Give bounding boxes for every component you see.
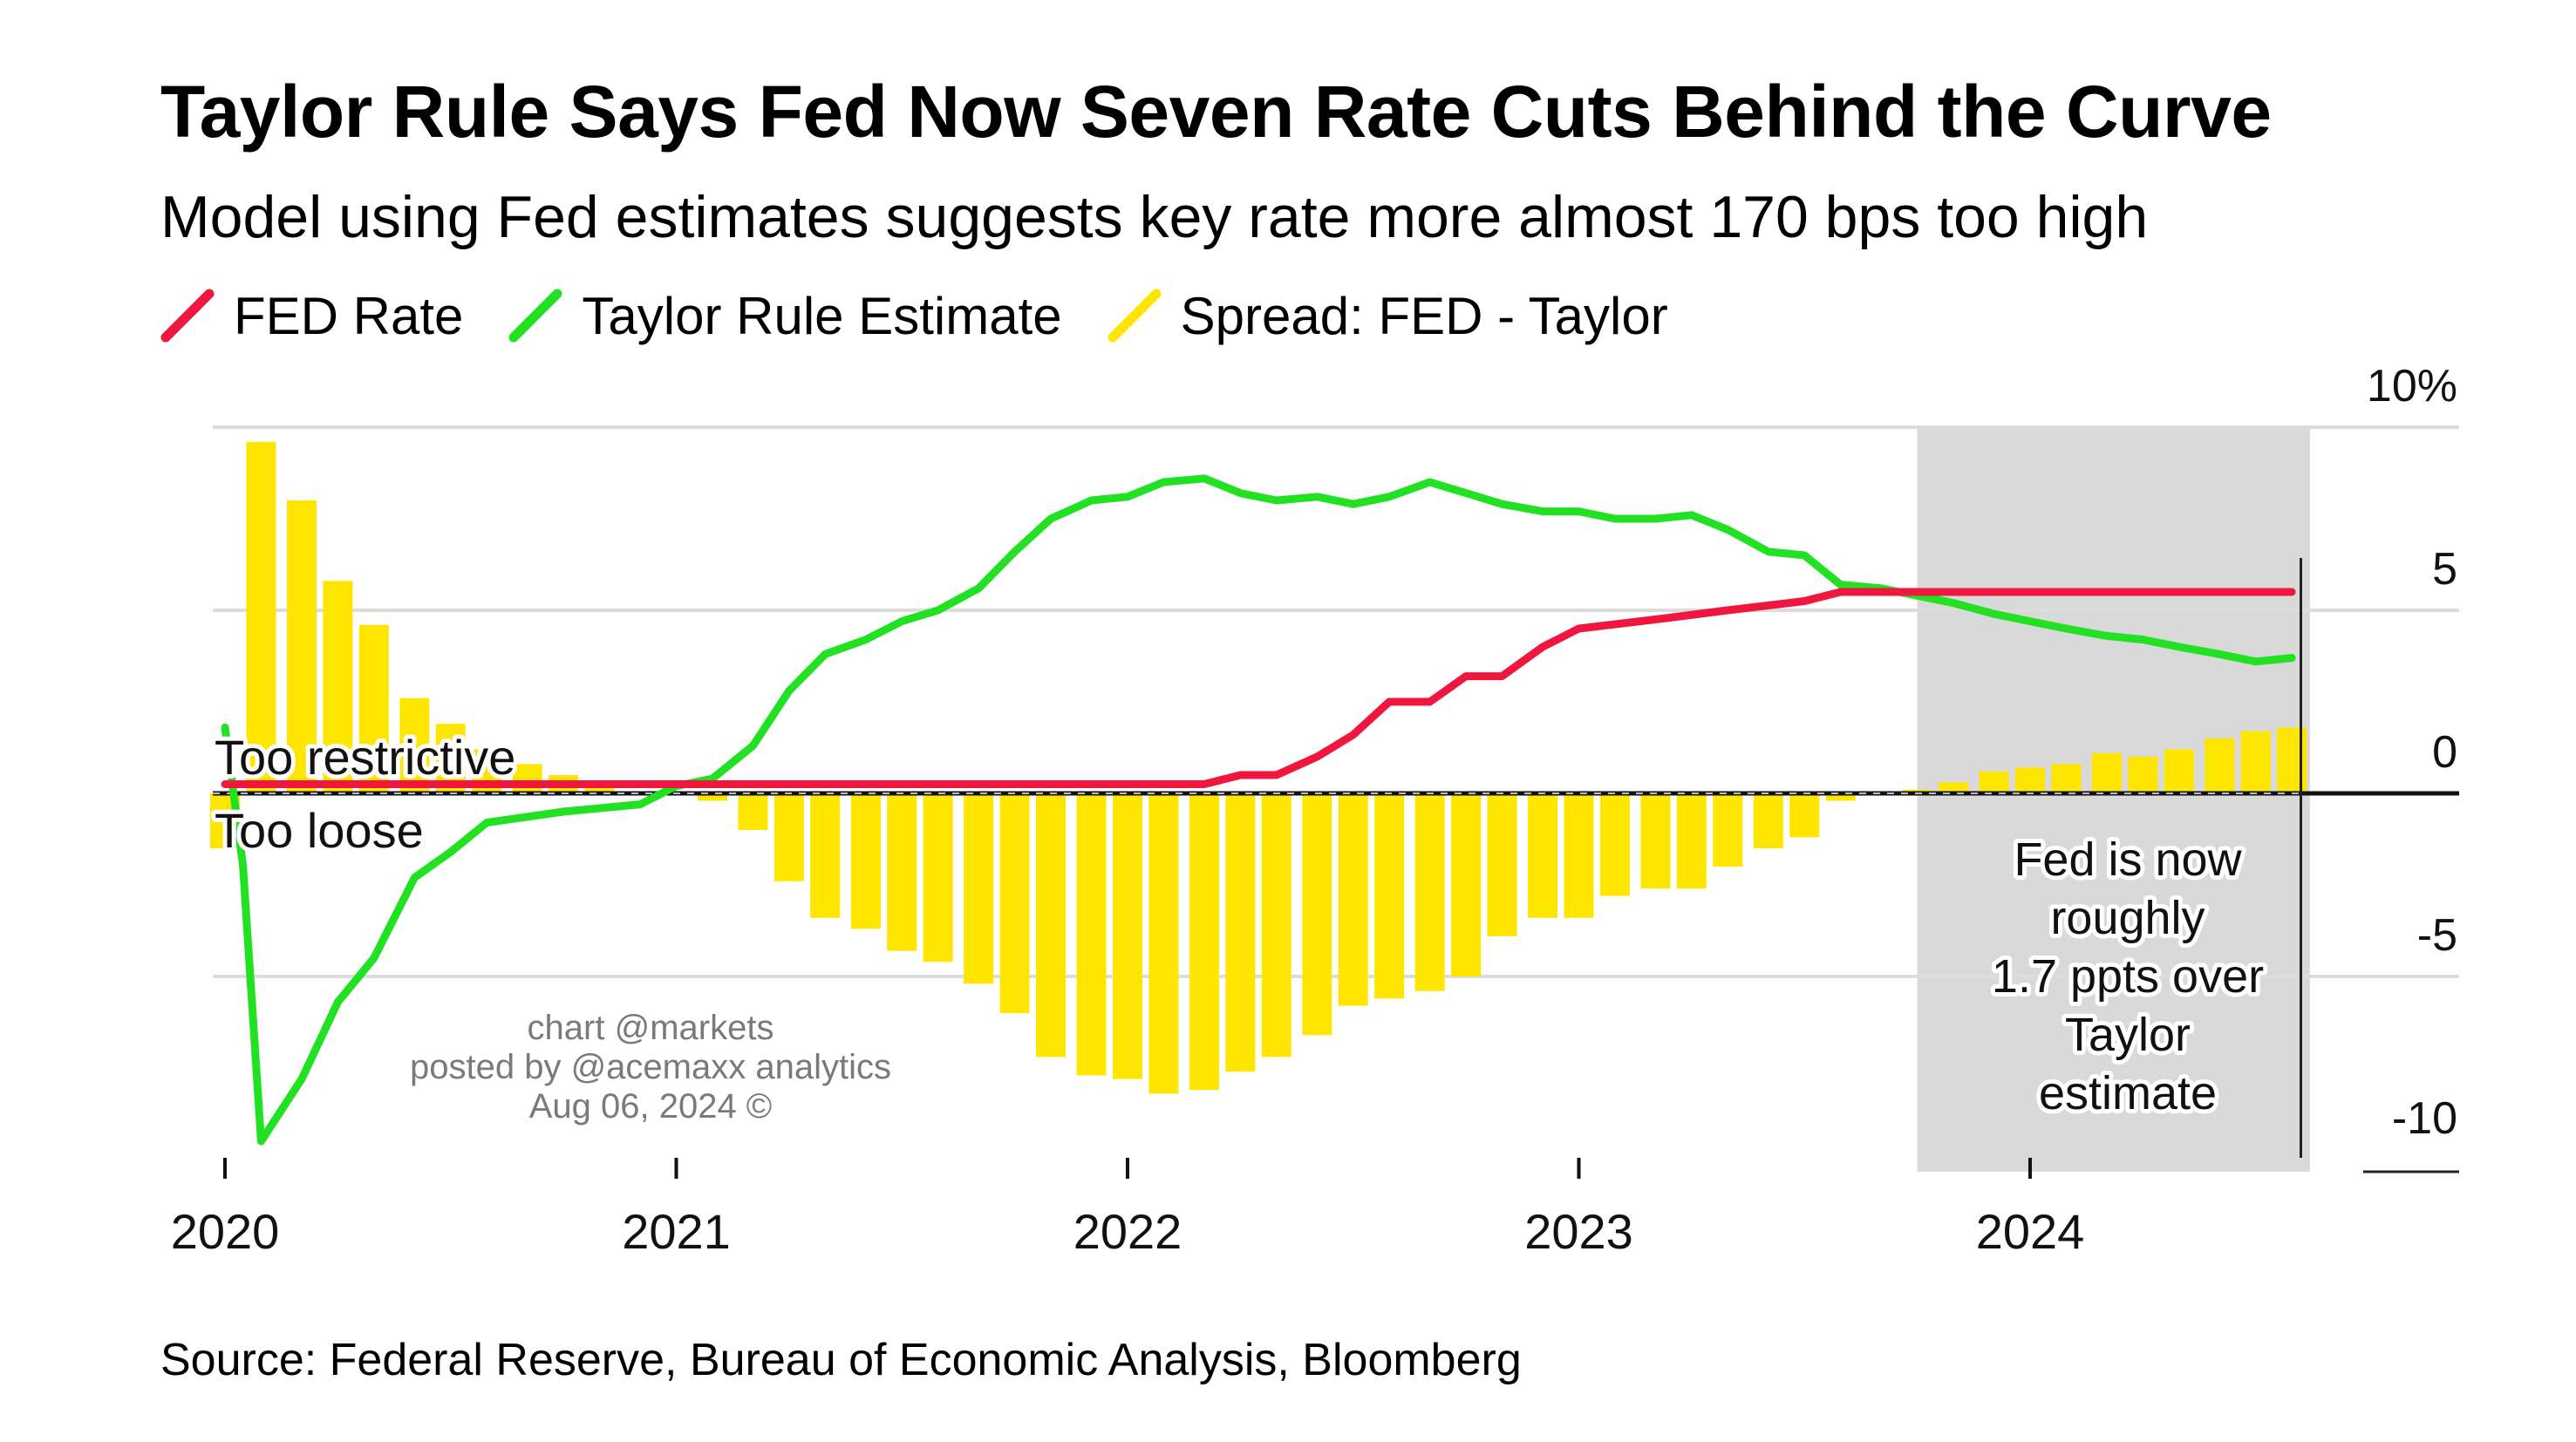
spread-bar xyxy=(1599,793,1630,896)
callout-line: 1.7 ppts over xyxy=(1992,950,2264,1003)
x-tick-label: 2022 xyxy=(1073,1204,1182,1259)
spread-bar xyxy=(1148,793,1179,1094)
spread-bar xyxy=(1676,793,1707,889)
spread-bar xyxy=(246,441,276,793)
y-tick-label: 5 xyxy=(2432,544,2457,595)
spread-bar xyxy=(1113,793,1142,1079)
spread-bar xyxy=(2051,764,2082,793)
taylor-rule-line xyxy=(221,474,2296,1146)
callout-line: roughly xyxy=(2050,892,2205,944)
legend-swatch-fed-rate xyxy=(160,289,215,343)
spread-bar xyxy=(358,624,389,793)
spread-bar xyxy=(1414,793,1445,991)
source-note: Source: Federal Reserve, Bureau of Econo… xyxy=(160,1335,1522,1385)
spread-bar xyxy=(1338,793,1368,1006)
legend-label-fed-rate: FED Rate xyxy=(234,286,464,345)
spread-bar xyxy=(1189,793,1219,1091)
legend-swatch-spread xyxy=(1107,289,1162,343)
x-tick-label: 2021 xyxy=(622,1204,731,1259)
spread-bar xyxy=(1261,793,1291,1058)
spread-bar xyxy=(2205,738,2235,793)
spread-bar xyxy=(512,764,542,793)
spread-bar xyxy=(1225,793,1256,1072)
spread-bar xyxy=(399,697,430,793)
fed-rate-line xyxy=(221,588,2296,788)
spread-bar xyxy=(887,793,917,951)
label-too-restrictive: Too restrictive xyxy=(215,730,515,785)
spread-bar xyxy=(773,793,804,881)
credit-line: posted by @acemaxx analytics xyxy=(410,1048,891,1086)
spread-bar xyxy=(1564,793,1594,918)
spread-bar xyxy=(1979,771,2009,793)
x-tick-label: 2020 xyxy=(171,1204,280,1259)
legend-swatch-taylor-rule xyxy=(508,289,562,343)
legend-item-taylor-rule: Taylor Rule Estimate xyxy=(508,286,1062,346)
spread-bar xyxy=(1825,793,1856,801)
spread-bar xyxy=(738,793,768,830)
y-tick-label: 0 xyxy=(2432,727,2457,778)
y-tick-label: -5 xyxy=(2417,910,2457,961)
spread-bar xyxy=(2164,749,2194,793)
callout-line: Fed is now xyxy=(2014,833,2242,886)
spread-bar xyxy=(1528,793,1558,918)
spread-bar xyxy=(584,786,615,793)
spread-bar xyxy=(999,793,1030,1013)
spread-bar xyxy=(810,793,841,918)
legend-item-spread: Spread: FED - Taylor xyxy=(1107,286,1668,346)
spread-bar xyxy=(923,793,953,962)
spread-bar xyxy=(2240,731,2271,793)
spread-bar xyxy=(2091,752,2122,793)
spread-bar xyxy=(1451,793,1482,976)
shaded-region xyxy=(1917,427,2310,1172)
spread-bar xyxy=(1939,782,1969,793)
spread-bar xyxy=(697,793,727,801)
spread-bar xyxy=(964,793,994,984)
chart-subtitle: Model using Fed estimates suggests key r… xyxy=(160,184,2149,250)
spread-bar xyxy=(1036,793,1067,1058)
spread-bar xyxy=(2277,727,2307,793)
spread-bar xyxy=(2015,767,2045,793)
callout-line: estimate xyxy=(2039,1067,2217,1119)
spread-bar xyxy=(850,793,881,929)
spread-bar xyxy=(1487,793,1517,936)
spread-bar xyxy=(323,581,353,793)
spread-bar xyxy=(286,500,317,793)
spread-bar xyxy=(1640,793,1671,889)
x-tick-label: 2024 xyxy=(1976,1204,2085,1259)
credit-line: Aug 06, 2024 © xyxy=(529,1087,773,1126)
spread-bar xyxy=(1076,793,1107,1076)
chart-title: Taylor Rule Says Fed Now Seven Rate Cuts… xyxy=(160,71,2272,153)
y-tick-label: 10% xyxy=(2367,361,2457,412)
y-tick-label: -10 xyxy=(2392,1093,2457,1144)
spread-bar xyxy=(1374,793,1405,999)
x-tick-label: 2023 xyxy=(1524,1204,1633,1259)
spread-bar xyxy=(1753,793,1783,848)
spread-bar xyxy=(1713,793,1743,867)
label-too-loose: Too loose xyxy=(215,803,424,858)
legend-item-fed-rate: FED Rate xyxy=(160,286,463,346)
spread-bar xyxy=(2128,757,2158,793)
legend: FED Rate Taylor Rule Estimate Spread: FE… xyxy=(160,281,1714,350)
credit-line: chart @markets xyxy=(528,1009,774,1047)
legend-label-spread: Spread: FED - Taylor xyxy=(1180,286,1668,345)
spread-bar xyxy=(1302,793,1332,1036)
spread-bar xyxy=(1789,793,1820,838)
callout-line: Taylor xyxy=(2065,1009,2191,1061)
legend-label-taylor-rule: Taylor Rule Estimate xyxy=(582,286,1062,345)
